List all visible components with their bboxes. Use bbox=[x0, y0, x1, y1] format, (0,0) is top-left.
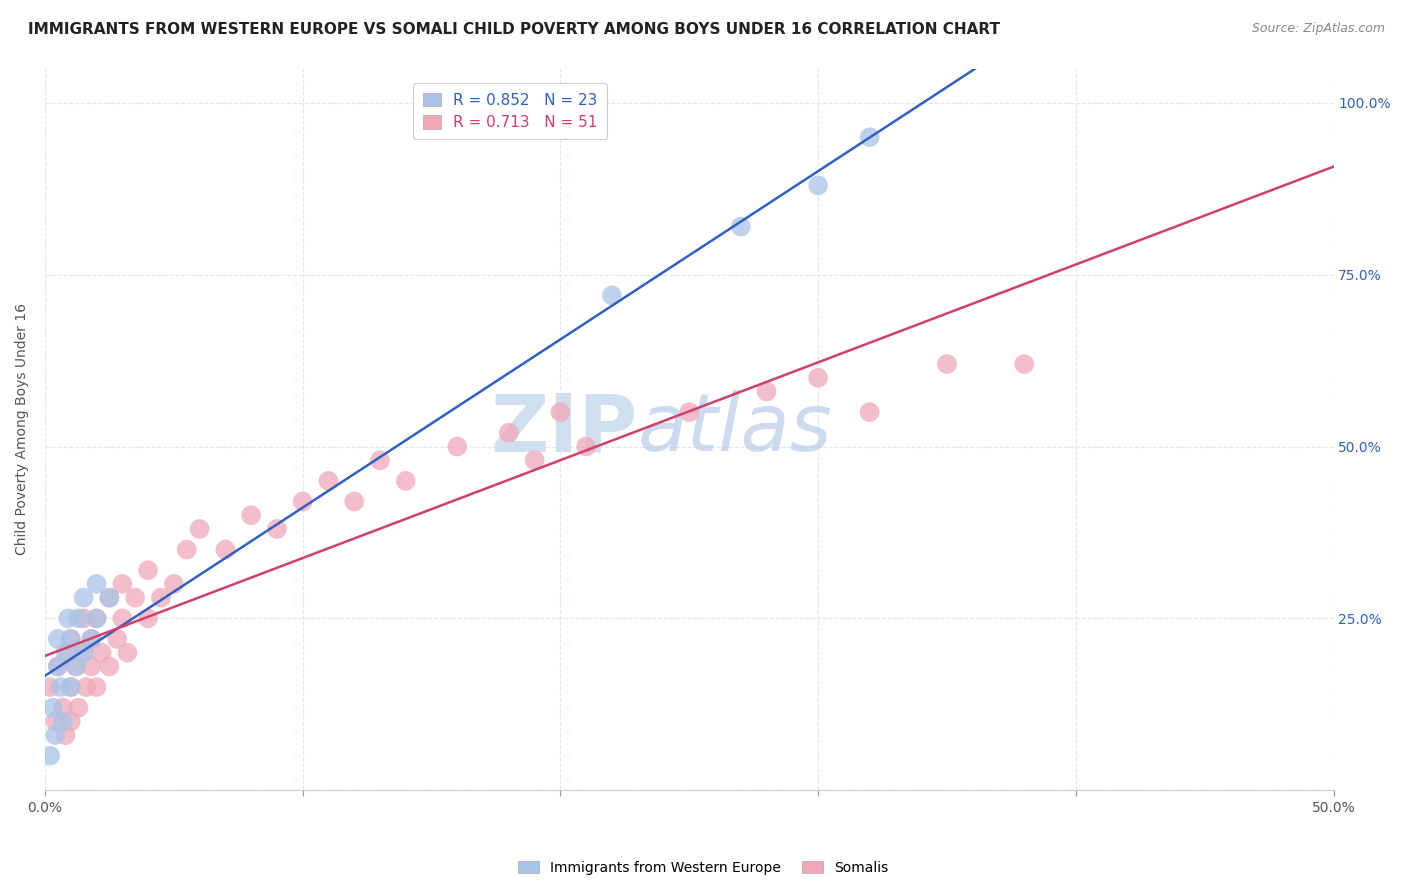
Point bbox=[86, 611, 108, 625]
Text: atlas: atlas bbox=[638, 391, 832, 468]
Point bbox=[39, 680, 62, 694]
Point bbox=[41, 700, 63, 714]
Legend: Immigrants from Western Europe, Somalis: Immigrants from Western Europe, Somalis bbox=[513, 855, 893, 880]
Text: Source: ZipAtlas.com: Source: ZipAtlas.com bbox=[1251, 22, 1385, 36]
Point bbox=[1012, 357, 1035, 371]
Point bbox=[46, 632, 69, 646]
Point bbox=[678, 405, 700, 419]
Point bbox=[80, 632, 103, 646]
Point bbox=[39, 748, 62, 763]
Point bbox=[65, 659, 87, 673]
Point bbox=[730, 219, 752, 234]
Point bbox=[575, 440, 598, 454]
Point bbox=[600, 288, 623, 302]
Point bbox=[59, 632, 82, 646]
Point bbox=[44, 728, 66, 742]
Point bbox=[56, 611, 79, 625]
Point bbox=[46, 659, 69, 673]
Point bbox=[807, 178, 830, 193]
Point bbox=[291, 494, 314, 508]
Point bbox=[65, 659, 87, 673]
Point bbox=[59, 632, 82, 646]
Point bbox=[52, 700, 75, 714]
Point bbox=[266, 522, 288, 536]
Point bbox=[67, 700, 90, 714]
Point bbox=[55, 646, 77, 660]
Point bbox=[72, 591, 94, 605]
Point bbox=[49, 680, 72, 694]
Legend: R = 0.852   N = 23, R = 0.713   N = 51: R = 0.852 N = 23, R = 0.713 N = 51 bbox=[413, 83, 606, 139]
Text: IMMIGRANTS FROM WESTERN EUROPE VS SOMALI CHILD POVERTY AMONG BOYS UNDER 16 CORRE: IMMIGRANTS FROM WESTERN EUROPE VS SOMALI… bbox=[28, 22, 1000, 37]
Point bbox=[52, 714, 75, 729]
Point bbox=[80, 632, 103, 646]
Point bbox=[117, 646, 139, 660]
Point bbox=[368, 453, 391, 467]
Point bbox=[124, 591, 146, 605]
Text: ZIP: ZIP bbox=[491, 391, 638, 468]
Point bbox=[859, 405, 882, 419]
Point bbox=[318, 474, 340, 488]
Point bbox=[86, 611, 108, 625]
Point bbox=[98, 591, 121, 605]
Point bbox=[105, 632, 128, 646]
Point bbox=[98, 659, 121, 673]
Point bbox=[240, 508, 263, 523]
Point bbox=[498, 425, 520, 440]
Point bbox=[72, 646, 94, 660]
Point bbox=[163, 577, 186, 591]
Point bbox=[90, 646, 112, 660]
Point bbox=[176, 542, 198, 557]
Point bbox=[80, 659, 103, 673]
Point bbox=[59, 680, 82, 694]
Point bbox=[46, 659, 69, 673]
Point bbox=[446, 440, 468, 454]
Point bbox=[98, 591, 121, 605]
Point bbox=[550, 405, 572, 419]
Point bbox=[859, 130, 882, 145]
Point bbox=[55, 728, 77, 742]
Point bbox=[59, 680, 82, 694]
Point bbox=[86, 680, 108, 694]
Point bbox=[56, 646, 79, 660]
Point bbox=[111, 577, 134, 591]
Point bbox=[395, 474, 418, 488]
Point bbox=[523, 453, 546, 467]
Point bbox=[936, 357, 959, 371]
Point bbox=[136, 611, 159, 625]
Point bbox=[86, 577, 108, 591]
Point bbox=[343, 494, 366, 508]
Point bbox=[75, 680, 97, 694]
Point bbox=[59, 714, 82, 729]
Point bbox=[72, 611, 94, 625]
Point bbox=[188, 522, 211, 536]
Point bbox=[72, 646, 94, 660]
Point bbox=[136, 563, 159, 577]
Point bbox=[149, 591, 172, 605]
Point bbox=[111, 611, 134, 625]
Point bbox=[67, 611, 90, 625]
Y-axis label: Child Poverty Among Boys Under 16: Child Poverty Among Boys Under 16 bbox=[15, 303, 30, 556]
Point bbox=[44, 714, 66, 729]
Point bbox=[214, 542, 236, 557]
Point bbox=[755, 384, 778, 399]
Point bbox=[807, 371, 830, 385]
